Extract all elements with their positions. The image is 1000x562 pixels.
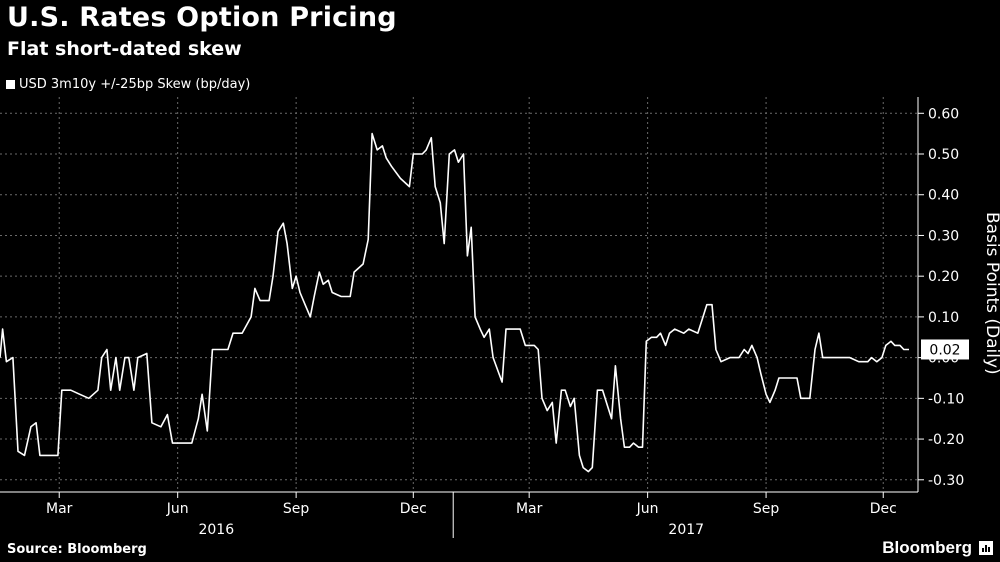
y-tick-label: 0.20 xyxy=(928,269,959,285)
x-tick-label: Jun xyxy=(636,501,659,517)
x-tick-label: Mar xyxy=(516,501,543,517)
year-label: 2016 xyxy=(198,522,234,538)
year-label: 2017 xyxy=(668,522,704,538)
y-tick-label: -0.30 xyxy=(928,473,964,489)
source-note: Source: Bloomberg xyxy=(7,542,147,557)
x-tick-label: Dec xyxy=(400,501,427,517)
y-tick-label: 0.50 xyxy=(928,147,959,163)
y-tick-label: 0.30 xyxy=(928,228,959,244)
last-value-box xyxy=(921,339,969,360)
x-tick-label: Dec xyxy=(870,501,897,517)
y-tick-label: 0.40 xyxy=(928,188,959,204)
x-tick-label: Jun xyxy=(166,501,189,517)
y-tick-label: -0.10 xyxy=(928,391,964,407)
x-tick-label: Sep xyxy=(283,501,310,517)
last-value-label: 0.02 xyxy=(929,342,960,358)
legend: USD 3m10y +/-25bp Skew (bp/day) xyxy=(6,77,250,92)
chart-subtitle: Flat short-dated skew xyxy=(7,38,242,60)
x-tick-label: Sep xyxy=(753,501,780,517)
legend-swatch xyxy=(6,80,15,89)
x-tick-label: Mar xyxy=(46,501,73,517)
legend-label: USD 3m10y +/-25bp Skew (bp/day) xyxy=(19,77,251,92)
bloomberg-chart-icon xyxy=(979,541,993,555)
chart-title: U.S. Rates Option Pricing xyxy=(7,2,397,33)
series-line xyxy=(0,132,909,473)
y-tick-label: -0.20 xyxy=(928,432,964,448)
brand-logo-text: Bloomberg xyxy=(882,538,972,557)
y-tick-label: 0.60 xyxy=(928,106,959,122)
y-axis-title: Basis Points (Daily) xyxy=(982,212,1000,375)
y-tick-label: 0.10 xyxy=(928,310,959,326)
